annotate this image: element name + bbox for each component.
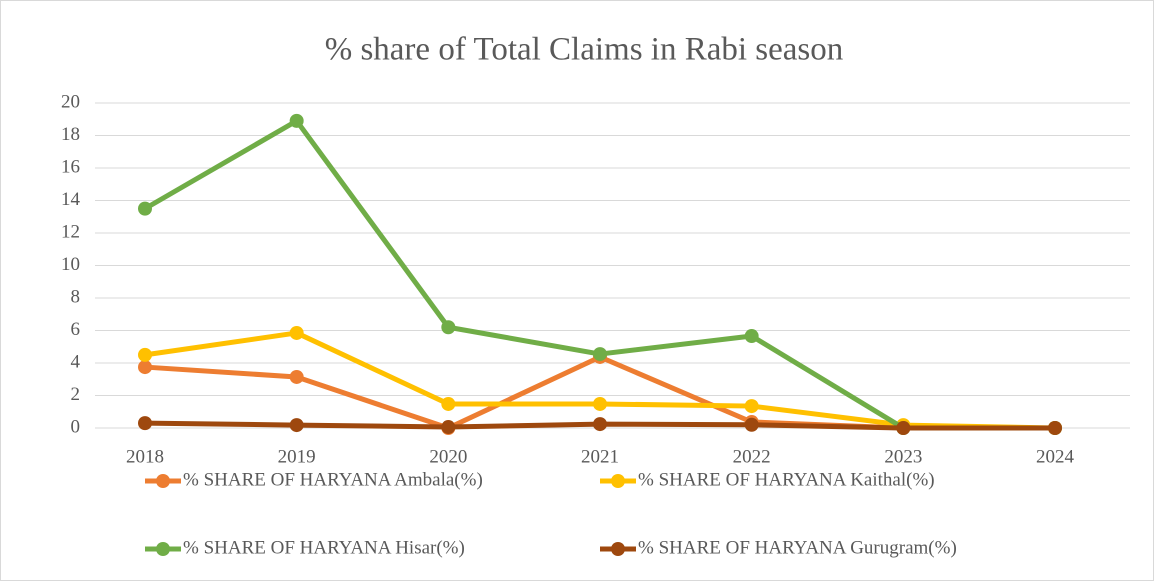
y-tick-label: 20: [61, 91, 80, 112]
y-tick-label: 0: [71, 416, 81, 437]
x-tick-label: 2020: [429, 446, 467, 467]
point: [441, 420, 456, 435]
x-tick-label: 2019: [278, 446, 316, 467]
point: [289, 113, 304, 128]
x-tick-label: 2022: [733, 446, 771, 467]
legend-marker: [156, 542, 170, 556]
point: [441, 396, 456, 411]
y-tick-label: 14: [61, 189, 81, 210]
y-tick-label: 12: [61, 221, 80, 242]
point: [744, 329, 759, 344]
point: [441, 320, 456, 335]
point: [138, 416, 152, 431]
point: [593, 347, 607, 362]
point: [593, 396, 607, 411]
legend-marker: [611, 474, 625, 488]
point: [744, 399, 759, 414]
legend-marker: [156, 474, 170, 488]
y-tick-label: 16: [61, 156, 80, 177]
point: [593, 417, 607, 432]
point: [1048, 421, 1062, 435]
legend-marker: [611, 542, 625, 556]
x-tick-label: 2023: [884, 446, 922, 467]
point: [138, 201, 152, 216]
point: [896, 421, 911, 435]
point: [289, 418, 304, 433]
chart-title: % share of Total Claims in Rabi season: [325, 32, 844, 68]
y-tick-label: 2: [71, 384, 81, 405]
point: [138, 360, 152, 375]
x-tick-label: 2021: [581, 446, 619, 467]
legend-label: % SHARE OF HARYANA Gurugram(%): [638, 537, 957, 558]
legend-label: % SHARE OF HARYANA Kaithal(%): [638, 469, 935, 490]
y-tick-label: 18: [61, 124, 80, 145]
y-tick-label: 6: [71, 319, 81, 340]
x-tick-label: 2018: [126, 446, 164, 467]
legend-label: % SHARE OF HARYANA Hisar(%): [183, 537, 465, 558]
y-tick-label: 8: [71, 286, 81, 307]
legend-label: % SHARE OF HARYANA Ambala(%): [183, 469, 483, 490]
y-tick-label: 10: [61, 254, 80, 275]
point: [138, 347, 152, 362]
point: [289, 369, 304, 384]
point: [744, 417, 759, 432]
point: [289, 325, 304, 340]
x-tick-label: 2024: [1036, 446, 1075, 467]
y-tick-label: 4: [71, 351, 81, 372]
